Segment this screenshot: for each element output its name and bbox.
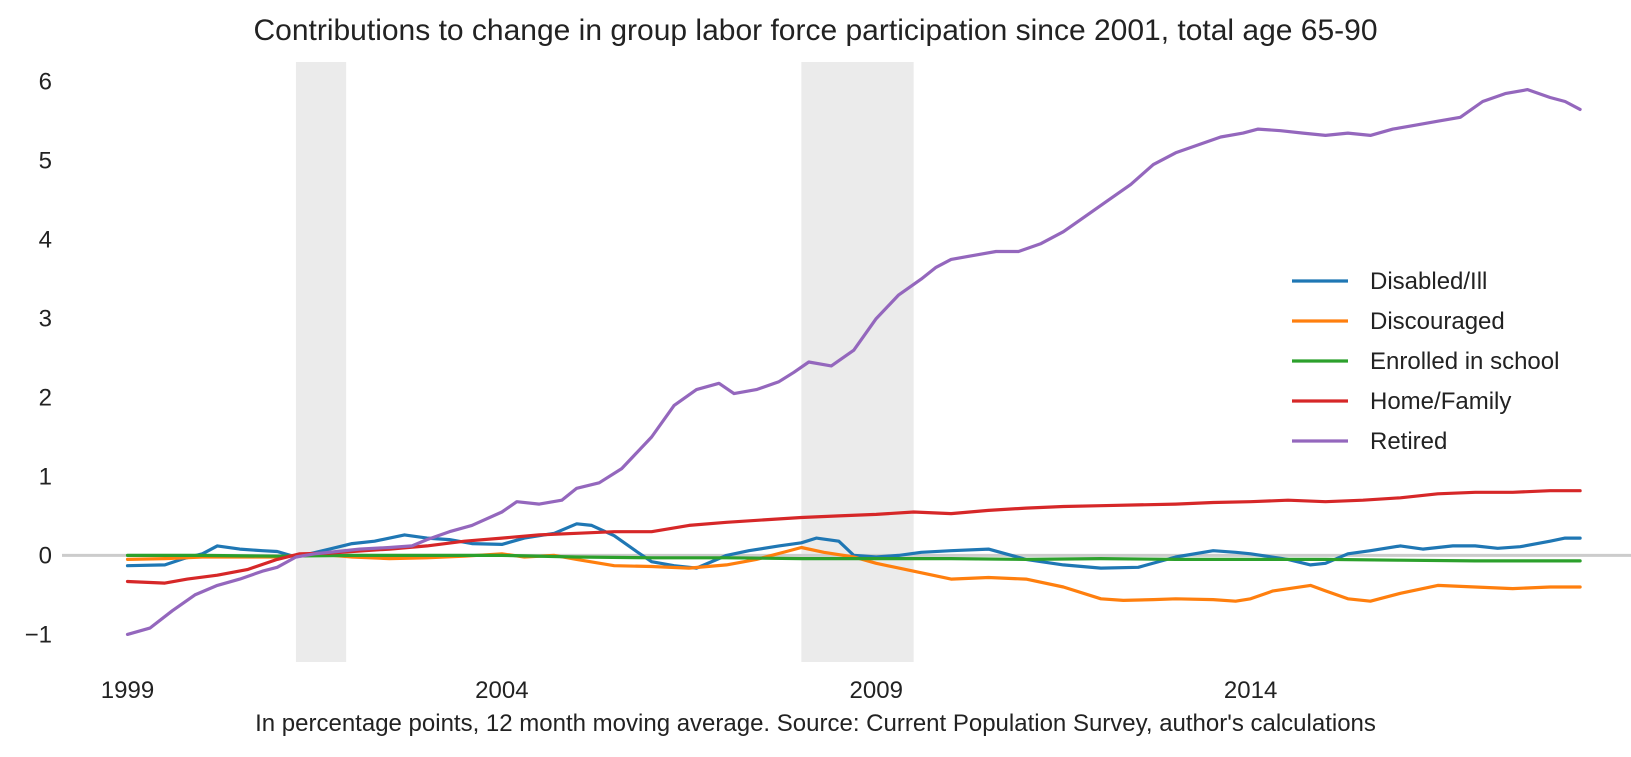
y-tick-label: 6 [39, 69, 52, 96]
series-line-enrolled-in-school [125, 553, 1582, 563]
recession-bands [295, 62, 914, 662]
series-line-retired [125, 88, 1582, 636]
legend-label: Retired [1370, 428, 1447, 455]
recession-band-2 [801, 62, 914, 662]
chart-title: Contributions to change in group labor f… [253, 14, 1378, 47]
series-lines [125, 88, 1582, 636]
y-tick-label: 1 [39, 463, 52, 490]
y-axis-ticks: −1 0 1 2 3 4 5 6 [25, 69, 52, 649]
series-line-disabled-ill [125, 522, 1582, 570]
chart-caption: In percentage points, 12 month moving av… [255, 710, 1376, 737]
y-tick-label: 4 [39, 227, 52, 254]
y-tick-label: 2 [39, 385, 52, 412]
legend-label: Enrolled in school [1370, 348, 1559, 375]
legend: Disabled/Ill Discouraged Enrolled in schoo… [1292, 268, 1559, 455]
legend-label: Discouraged [1370, 308, 1505, 335]
legend-label: Disabled/Ill [1370, 268, 1487, 295]
x-tick-label: 2014 [1224, 677, 1277, 704]
y-tick-label: 3 [39, 306, 52, 333]
x-tick-label: 2009 [850, 677, 903, 704]
y-tick-label: 5 [39, 148, 52, 175]
x-axis-ticks: 1999 2004 2009 2014 [101, 677, 1278, 704]
y-tick-label: 0 [39, 542, 52, 569]
legend-label: Home/Family [1370, 388, 1511, 415]
y-tick-label: −1 [25, 621, 52, 648]
x-tick-label: 1999 [101, 677, 154, 704]
recession-band-1 [295, 62, 347, 662]
series-line-discouraged [125, 545, 1582, 603]
x-tick-label: 2004 [475, 677, 528, 704]
